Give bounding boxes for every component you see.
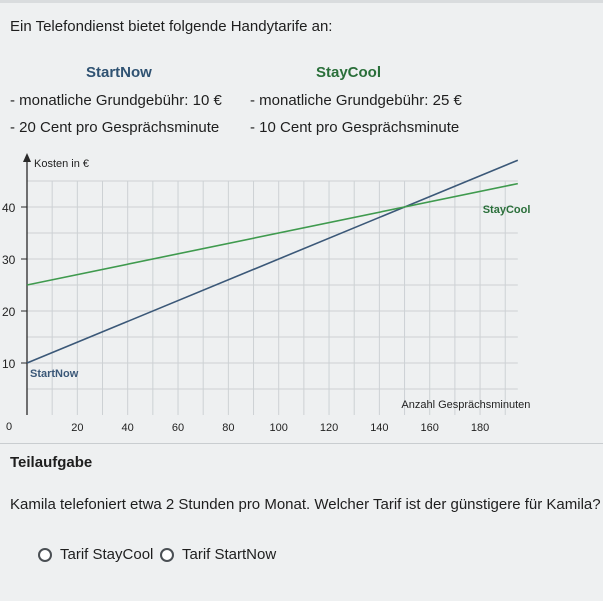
x-axis-label: Anzahl Gesprächsminuten — [401, 399, 530, 411]
x-tick-label: 140 — [370, 422, 388, 434]
option-label: Tarif StayCool — [60, 546, 154, 563]
x-tick-label: 80 — [222, 422, 234, 434]
series-label-staycool: StayCool — [483, 204, 531, 216]
chart-grid — [27, 180, 518, 415]
section-divider — [0, 443, 603, 444]
staycool-fee: - monatliche Grundgebühr: 25 € — [250, 92, 462, 109]
top-rule — [0, 0, 603, 3]
startnow-fee: - monatliche Grundgebühr: 10 € — [10, 92, 222, 109]
cost-chart: 10 20 30 40 20 40 60 80 100 120 140 160 180 0 Kosten i… — [2, 153, 530, 434]
chart-series — [26, 159, 519, 364]
y-tick-label: 10 — [2, 357, 16, 371]
staycool-rate: - 10 Cent pro Gesprächsminute — [250, 119, 460, 136]
y-axis-label: Kosten in € — [34, 158, 89, 170]
x-tick-label: 120 — [320, 422, 338, 434]
series-line-staycool — [26, 182, 518, 286]
option-label: Tarif StartNow — [182, 546, 277, 563]
x-tick-label: 160 — [421, 422, 439, 434]
radio-button[interactable] — [38, 547, 52, 562]
tariff-name-staycool: StayCool — [316, 64, 382, 81]
series-label-startnow: StartNow — [30, 368, 79, 380]
y-axis-arrow — [23, 153, 31, 162]
tariff-name-startnow: StartNow — [86, 64, 152, 81]
x-tick-label: 60 — [172, 422, 184, 434]
origin-label: 0 — [6, 421, 12, 433]
series-line-startnow — [26, 159, 519, 364]
x-tick-label: 180 — [471, 422, 489, 434]
y-tick-label: 40 — [2, 201, 16, 215]
x-tick-label: 100 — [270, 422, 288, 434]
radio-button[interactable] — [160, 547, 174, 562]
chart-axes — [21, 153, 31, 415]
task-title: Teilaufgabe — [10, 454, 93, 471]
x-tick-label: 40 — [122, 422, 134, 434]
intro-text: Ein Telefondienst bietet folgende Handyt… — [10, 18, 333, 35]
y-tick-label: 30 — [2, 253, 16, 267]
option-startnow[interactable]: Tarif StartNow — [160, 546, 276, 563]
chart-labels: 10 20 30 40 20 40 60 80 100 120 140 160 180 0 Kosten i… — [2, 158, 530, 434]
startnow-rate: - 20 Cent pro Gesprächsminute — [10, 119, 220, 136]
y-tick-label: 20 — [2, 305, 16, 319]
x-tick-label: 20 — [71, 422, 83, 434]
option-staycool[interactable]: Tarif StayCool — [38, 546, 153, 563]
task-question: Kamila telefoniert etwa 2 Stunden pro Mo… — [10, 496, 601, 513]
